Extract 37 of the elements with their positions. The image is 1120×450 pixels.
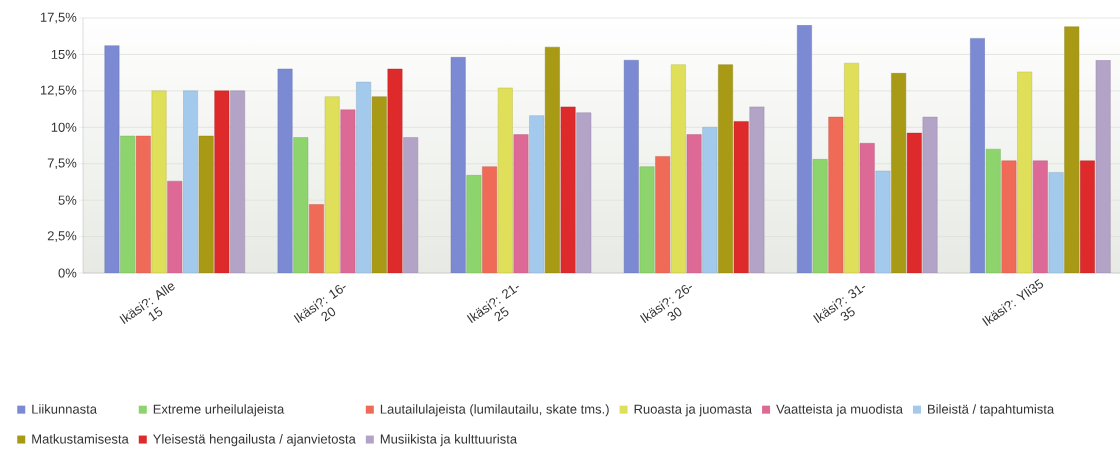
bar (922, 116, 938, 273)
y-tick-label: 17,5% (40, 12, 77, 24)
legend-label: Musiikista ja kulttuurista (380, 434, 518, 447)
bar (371, 96, 387, 273)
legend-label: Yleisestä hengailusta / ajanvietosta (153, 434, 356, 447)
bar (1064, 26, 1080, 273)
bar (545, 46, 560, 273)
y-tick-label: 5% (58, 195, 77, 205)
bar (970, 38, 985, 273)
bar (324, 96, 340, 273)
bar (639, 166, 655, 273)
bar (450, 57, 466, 273)
bar (1001, 160, 1017, 273)
bar (576, 112, 592, 273)
bar (718, 64, 733, 273)
bar (513, 134, 529, 273)
y-tick-label: 0% (58, 268, 77, 278)
bar (104, 45, 120, 273)
bar (387, 68, 403, 273)
legend-label: Matkustamisesta (32, 434, 129, 444)
y-tick-label: 2,5% (47, 231, 77, 242)
bar (623, 60, 639, 273)
legend-label: Ruoasta ja juomasta (634, 404, 753, 417)
bar (1095, 60, 1111, 273)
y-tick-label: 7,5% (47, 158, 77, 170)
y-tick-label: 12,5% (40, 85, 77, 97)
legend-label: Lautailulajeista (lumilautailu, skate tms.) (380, 404, 609, 417)
legend-label: Vaatteista ja muodista (776, 404, 903, 417)
bar (340, 109, 356, 273)
bar (797, 25, 812, 273)
y-tick-label: 15% (51, 49, 77, 59)
legend-label: Extreme urheilulajeista (153, 404, 285, 417)
bar (671, 64, 686, 273)
bar (891, 73, 907, 273)
legend-label: Bileistä / tapahtumista (928, 404, 1055, 417)
legend-label: Liikunnasta (32, 404, 97, 414)
y-tick-label: 10% (51, 122, 77, 132)
